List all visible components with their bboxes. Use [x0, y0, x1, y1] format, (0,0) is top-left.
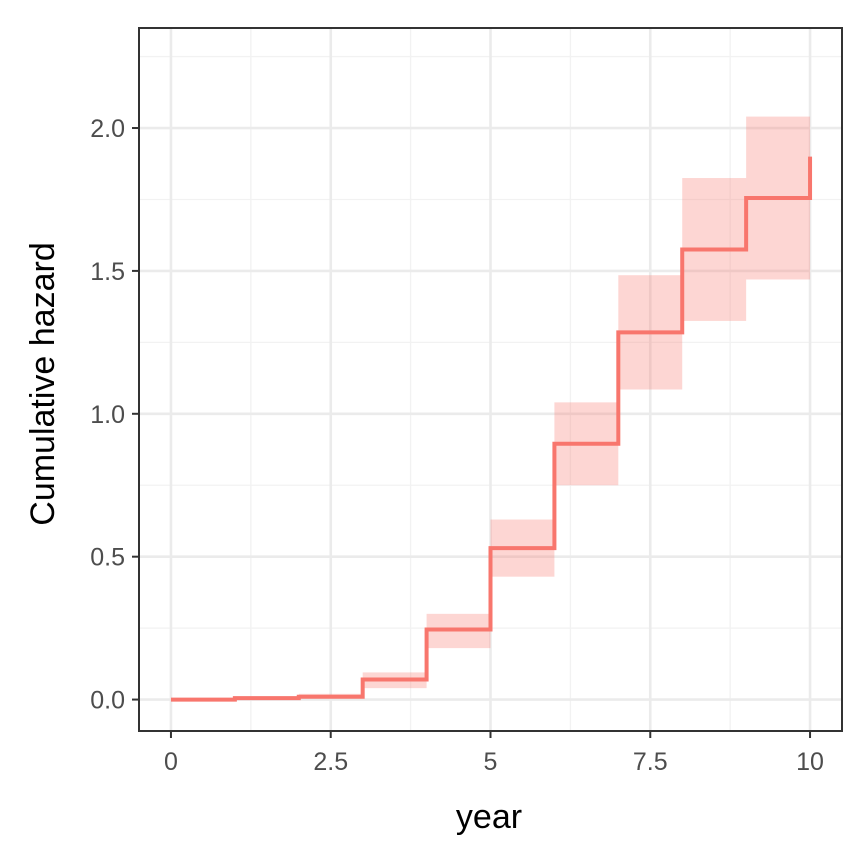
y-tick-label: 1.0	[90, 401, 125, 429]
y-tick-label: 0.0	[90, 687, 125, 715]
x-tick-label: 7.5	[633, 748, 668, 776]
x-tick-label: 10	[796, 748, 824, 776]
y-tick-label: 2.0	[90, 115, 125, 143]
x-tick-label: 0	[164, 748, 178, 776]
y-tick-label: 0.5	[90, 544, 125, 572]
axis-ticks: 0 2.5 5 7.5 10 0.0 0.5 1.0 1.5 2.0	[90, 115, 824, 776]
y-tick-label: 1.5	[90, 258, 125, 286]
x-tick-label: 2.5	[313, 748, 348, 776]
hazard-step-series	[170, 156, 813, 702]
y-axis-title: Cumulative hazard	[24, 242, 62, 525]
x-axis-title: year	[456, 798, 522, 836]
major-gridlines	[139, 28, 842, 731]
x-tick-label: 5	[484, 748, 498, 776]
hazard-step-line	[170, 156, 813, 702]
